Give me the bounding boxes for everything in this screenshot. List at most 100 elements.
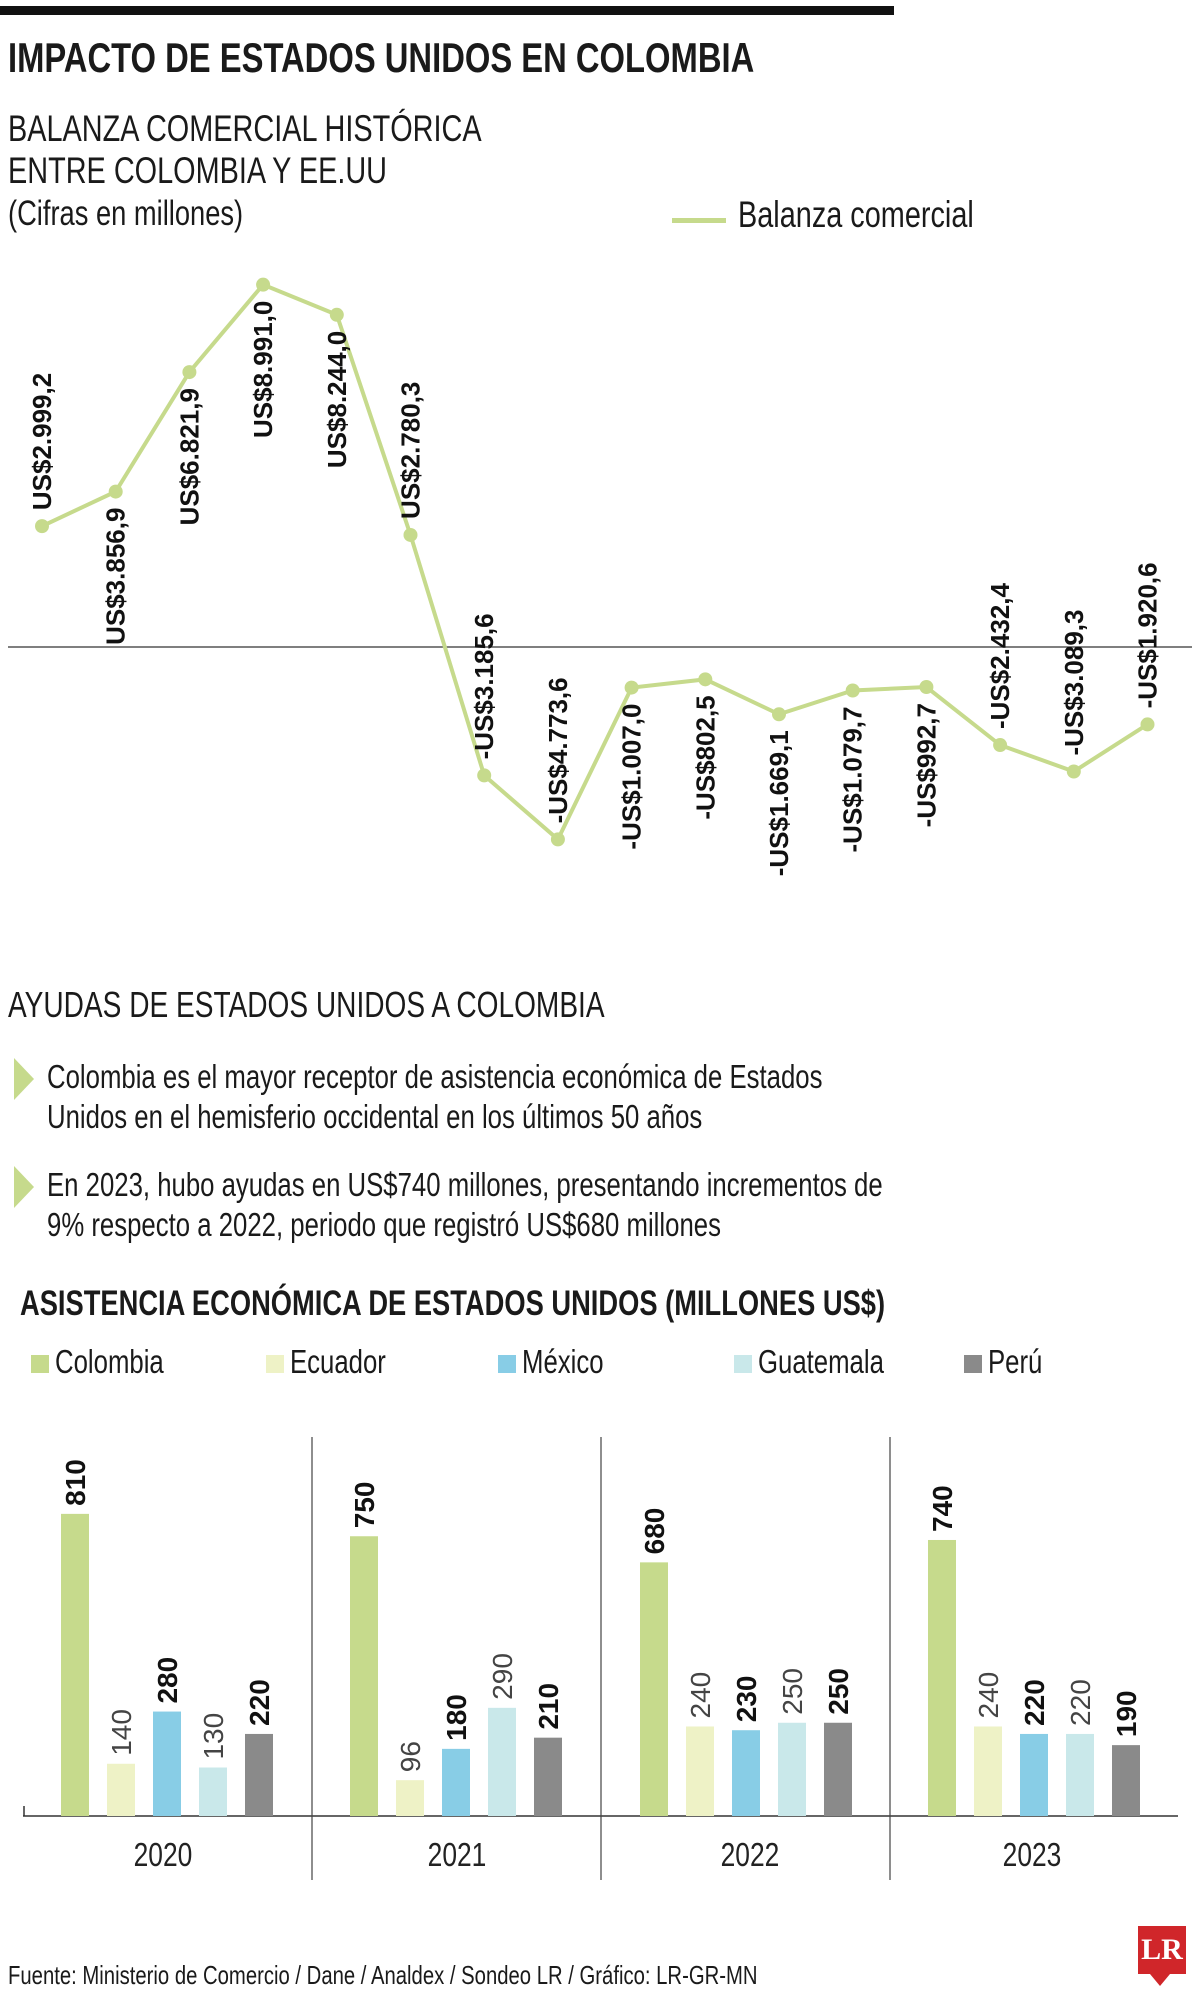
data-point — [550, 832, 565, 847]
legend-balanza: Balanza comercial — [738, 194, 1040, 236]
bar-colombia — [640, 1562, 668, 1816]
footer-source-text: Fuente: Ministerio de Comercio / Dane / … — [8, 1960, 758, 1990]
bar-colombia — [350, 1536, 378, 1816]
bar-chart-title: ASISTENCIA ECONÓMICA DE ESTADOS UNIDOS (… — [20, 1284, 1129, 1324]
line-chart-title-1-text: BALANZA COMERCIAL HISTÓRICA — [8, 108, 482, 149]
data-point — [698, 672, 713, 687]
data-point — [256, 277, 271, 292]
bar-value-label: 810 — [60, 1459, 91, 1506]
data-point — [1066, 764, 1081, 779]
bar-ecuador — [107, 1763, 135, 1816]
bar-guatemala — [488, 1707, 516, 1816]
legend-label-méxico: México — [522, 1343, 604, 1380]
bar-value-label: 240 — [685, 1672, 716, 1719]
lr-logo: LR — [1138, 1926, 1186, 1974]
data-point — [403, 527, 418, 542]
legend-label-ecuador: Ecuador — [290, 1343, 386, 1380]
bar-value-label: 280 — [152, 1657, 183, 1704]
bar-colombia — [928, 1539, 956, 1816]
line-chart-title-1: BALANZA COMERCIAL HISTÓRICA — [8, 108, 615, 150]
bar-value-label: 220 — [1019, 1679, 1050, 1726]
line-chart: US$2.999,2 US$3.856,9 US$6.821,9 US$8.991,0… — [8, 277, 1192, 876]
lr-logo-tail — [1150, 1974, 1170, 1986]
bar-perú — [534, 1737, 562, 1816]
bar-colombia — [61, 1513, 89, 1816]
legend-swatch — [31, 1355, 49, 1373]
legend-label-guatemala: Guatemala — [758, 1343, 884, 1380]
page-title: IMPACTO DE ESTADOS UNIDOS EN COLOMBIA — [8, 34, 965, 82]
bar-chart-title-text: ASISTENCIA ECONÓMICA DE ESTADOS UNIDOS (… — [20, 1284, 886, 1323]
bar-value-label: 190 — [1111, 1690, 1142, 1737]
legend-line-swatch — [672, 218, 726, 223]
legend-label-colombia: Colombia — [55, 1343, 164, 1380]
bar-value-label: 750 — [349, 1482, 380, 1529]
bar-guatemala — [1066, 1733, 1094, 1816]
bullet-2-line1: En 2023, hubo ayudas en US$740 millones,… — [47, 1166, 883, 1203]
year-label: 2022 — [721, 1837, 780, 1873]
legend-swatch — [498, 1355, 516, 1373]
year-label: 2023 — [1003, 1837, 1062, 1873]
section-title: AYUDAS DE ESTADOS UNIDOS A COLOMBIA — [8, 984, 773, 1026]
data-point — [329, 307, 344, 322]
line-chart-subtitle-text: (Cifras en millones) — [8, 194, 244, 233]
bar-méxico — [732, 1730, 760, 1816]
year-label: 2021 — [428, 1837, 487, 1873]
data-point — [35, 519, 49, 534]
data-label: US$3.856,9 — [101, 508, 131, 645]
bar-perú — [1112, 1745, 1140, 1816]
bar-guatemala — [778, 1722, 806, 1816]
data-label: US$2.999,2 — [27, 373, 57, 510]
data-label: -US$4.773,6 — [543, 677, 573, 823]
data-label: US$8.244,0 — [322, 331, 352, 468]
data-label: -US$3.089,3 — [1059, 610, 1089, 756]
bar-ecuador — [974, 1726, 1002, 1816]
bar-value-label: 290 — [487, 1653, 518, 1700]
data-label: -US$1.669,1 — [764, 730, 794, 876]
legend-swatch — [734, 1355, 752, 1373]
line-chart-title-2-text: ENTRE COLOMBIA Y EE.UU — [8, 150, 388, 191]
bullet-triangle-icon — [14, 1166, 34, 1208]
page-title-text: IMPACTO DE ESTADOS UNIDOS EN COLOMBIA — [8, 34, 755, 81]
bar-perú — [824, 1722, 852, 1816]
bar-guatemala — [199, 1767, 227, 1816]
bar-méxico — [1020, 1733, 1048, 1816]
bullet-2-line2: 9% respecto a 2022, periodo que registró… — [47, 1206, 721, 1243]
data-point — [993, 738, 1008, 753]
bar-value-label: 130 — [198, 1713, 229, 1760]
data-label: -US$1.007,0 — [617, 704, 647, 850]
data-point — [624, 680, 639, 695]
bullet-2: En 2023, hubo ayudas en US$740 millones,… — [47, 1165, 1118, 1245]
year-label: 2020 — [134, 1837, 193, 1873]
bullet-triangle-icon — [14, 1058, 34, 1100]
bar-value-label: 96 — [395, 1741, 426, 1772]
bar-value-label: 740 — [927, 1485, 958, 1532]
data-point — [772, 707, 786, 722]
data-point — [919, 680, 934, 695]
bar-méxico — [153, 1711, 181, 1816]
bar-value-label: 140 — [106, 1709, 137, 1756]
bar-value-label: 220 — [1065, 1679, 1096, 1726]
bar-méxico — [442, 1748, 470, 1816]
data-point — [477, 768, 492, 783]
data-label: US$6.821,9 — [174, 388, 204, 525]
section-title-text: AYUDAS DE ESTADOS UNIDOS A COLOMBIA — [8, 984, 605, 1025]
data-label: -US$3.185,6 — [469, 613, 499, 759]
legend-swatch — [964, 1355, 982, 1373]
bar-value-label: 250 — [823, 1668, 854, 1715]
bullet-1: Colombia es el mayor receptor de asisten… — [47, 1057, 1041, 1137]
data-label: -US$1.920,6 — [1133, 562, 1163, 708]
footer-source: Fuente: Ministerio de Comercio / Dane / … — [8, 1960, 969, 1991]
bar-value-label: 230 — [731, 1675, 762, 1722]
bullet-1-line1: Colombia es el mayor receptor de asisten… — [47, 1058, 823, 1095]
data-label: US$2.780,3 — [396, 382, 426, 519]
bar-value-label: 250 — [777, 1668, 808, 1715]
data-point — [845, 683, 860, 698]
data-label: -US$1.079,7 — [838, 707, 868, 853]
balanza-line — [41, 282, 1149, 843]
bar-value-label: 180 — [441, 1694, 472, 1741]
bar-ecuador — [686, 1726, 714, 1816]
legend-label-perú: Perú — [988, 1343, 1043, 1380]
data-label: -US$802,5 — [690, 695, 720, 819]
data-point — [1140, 717, 1155, 732]
data-label: -US$992,7 — [911, 703, 941, 827]
